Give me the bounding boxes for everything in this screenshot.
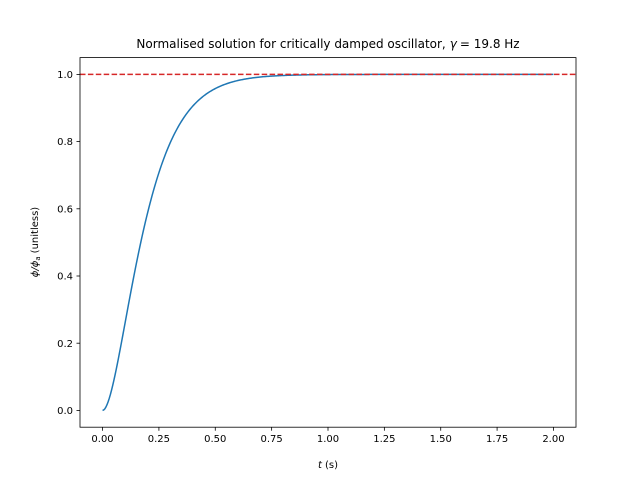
y-axis-label: ϕ/ϕa (unitless) [30,207,42,277]
x-axis-label-symbol: t [318,460,323,471]
y-tick-label: 0.6 [57,204,73,215]
x-tick-label: 1.50 [430,434,452,445]
x-axis: 0.00 0.25 0.50 0.75 1.00 1.25 1.50 1.75 2.00 [91,427,565,445]
chart-title-symbol: γ [450,37,458,51]
x-tick-label: 0.75 [261,434,283,445]
y-tick-label: 0.2 [57,339,73,350]
y-tick-label: 1.0 [57,70,73,81]
x-axis-label-unit: (s) [325,460,338,471]
x-tick-label: 1.25 [373,434,395,445]
y-axis-label-symbol: ϕ/ϕ [30,260,41,277]
x-tick-label: 0.00 [91,434,113,445]
chart-title-value: = 19.8 Hz [460,37,520,51]
x-tick-label: 1.75 [486,434,508,445]
x-tick-label: 1.00 [317,434,339,445]
x-axis-label: t (s) [318,460,338,471]
y-axis: 0.0 0.2 0.4 0.6 0.8 1.0 [57,70,80,417]
x-tick-label: 2.00 [542,434,564,445]
chart-title-text: Normalised solution for critically dampe… [136,37,445,51]
y-tick-label: 0.0 [57,406,73,417]
x-tick-label: 0.25 [148,434,170,445]
y-tick-label: 0.4 [57,272,73,283]
x-tick-label: 0.50 [204,434,226,445]
y-axis-label-unit: (unitless) [30,207,41,254]
chart-title: Normalised solution for critically dampe… [136,37,519,51]
y-axis-label-subscript: a [34,256,42,260]
y-tick-label: 0.8 [57,137,73,148]
